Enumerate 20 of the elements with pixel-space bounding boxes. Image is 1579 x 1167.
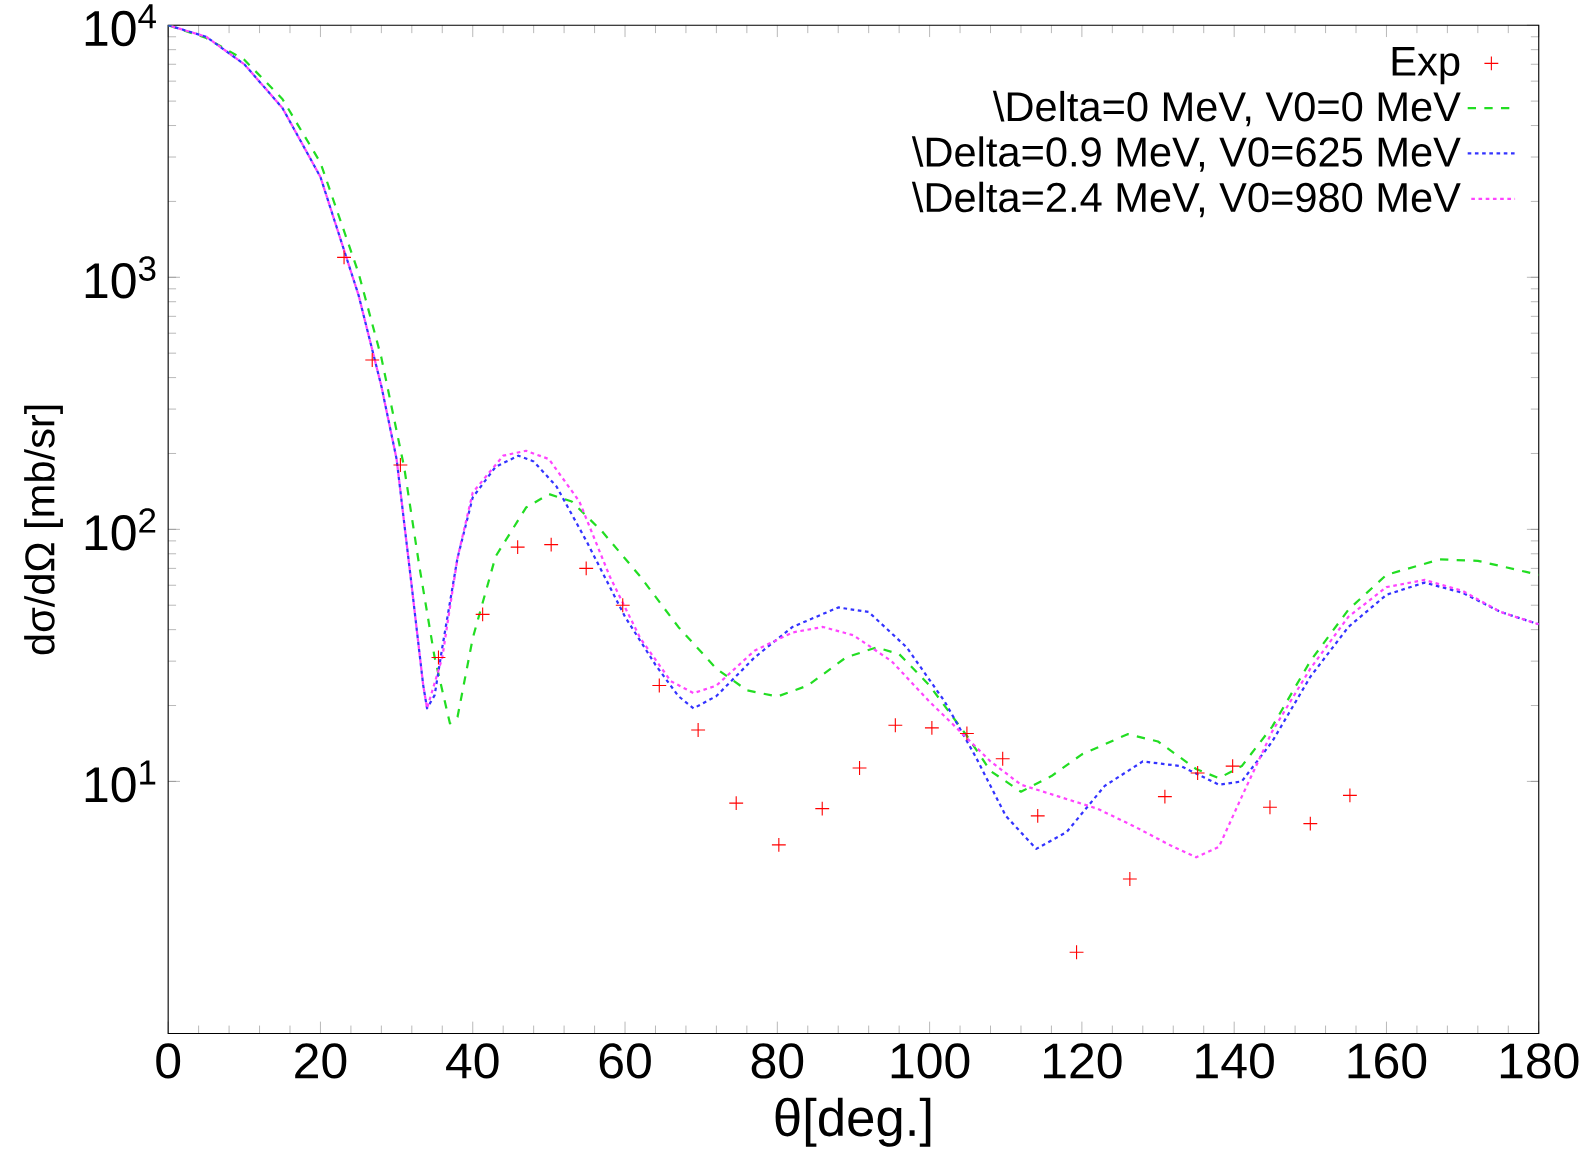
legend-label: \Delta=2.4 MeV, V0=980 MeV [911, 181, 1461, 218]
y-tick-label: 10$^{4}$ [85, 4, 156, 47]
legend-label: Exp [1392, 47, 1460, 85]
y-axis-title: dσ/dΩ [mb/sr] [24, 405, 63, 655]
y-tick-label: 10$^{1}$ [85, 760, 156, 803]
x-tick-label: 0 [156, 1043, 181, 1079]
x-tick-label: 140 [1196, 1043, 1274, 1079]
x-tick-label: 120 [1044, 1043, 1122, 1079]
x-tick-label: 80 [751, 1043, 804, 1079]
x-tick-label: 160 [1348, 1043, 1427, 1079]
x-tick-label: 60 [599, 1043, 651, 1079]
x-tick-label: 40 [446, 1043, 499, 1079]
x-axis-title: θ[deg.] [775, 1097, 931, 1147]
legend-label: \Delta=0.9 MeV, V0=625 MeV [911, 136, 1461, 172]
legend-label: \Delta=0 MeV, V0=0 MeV [992, 90, 1461, 127]
x-tick-label: 180 [1500, 1043, 1579, 1079]
x-tick-label: 100 [891, 1043, 970, 1079]
y-tick-label: 10$^{2}$ [85, 508, 156, 551]
y-tick-label: 10$^{3}$ [85, 256, 156, 299]
x-tick-label: 20 [295, 1043, 347, 1079]
